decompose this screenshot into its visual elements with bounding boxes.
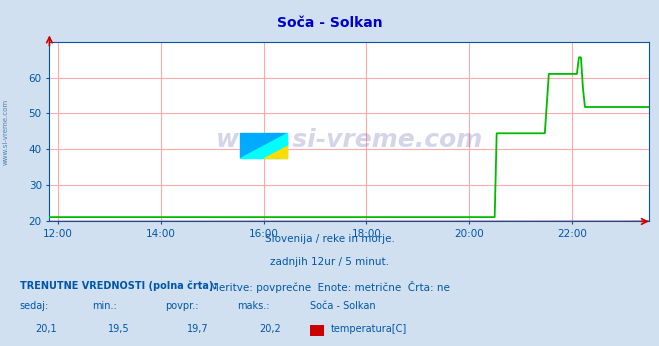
Polygon shape — [264, 146, 287, 158]
Text: sedaj:: sedaj: — [20, 301, 49, 311]
Polygon shape — [241, 133, 287, 158]
Text: povpr.:: povpr.: — [165, 301, 198, 311]
Text: 20,2: 20,2 — [259, 324, 281, 334]
Text: min.:: min.: — [92, 301, 117, 311]
Text: Meritve: povprečne  Enote: metrične  Črta: ne: Meritve: povprečne Enote: metrične Črta:… — [210, 281, 449, 293]
Text: temperatura[C]: temperatura[C] — [331, 324, 407, 334]
Text: www.si-vreme.com: www.si-vreme.com — [215, 128, 483, 153]
Text: maks.:: maks.: — [237, 301, 270, 311]
Text: Slovenija / reke in morje.: Slovenija / reke in morje. — [264, 234, 395, 244]
Text: 19,5: 19,5 — [108, 324, 129, 334]
Text: www.si-vreme.com: www.si-vreme.com — [2, 98, 9, 165]
Text: 20,1: 20,1 — [36, 324, 57, 334]
Text: Soča - Solkan: Soča - Solkan — [310, 301, 376, 311]
Text: zadnjih 12ur / 5 minut.: zadnjih 12ur / 5 minut. — [270, 257, 389, 267]
Text: 19,7: 19,7 — [187, 324, 208, 334]
Text: TRENUTNE VREDNOSTI (polna črta):: TRENUTNE VREDNOSTI (polna črta): — [20, 280, 217, 291]
Polygon shape — [241, 133, 287, 158]
Text: Soča - Solkan: Soča - Solkan — [277, 16, 382, 29]
